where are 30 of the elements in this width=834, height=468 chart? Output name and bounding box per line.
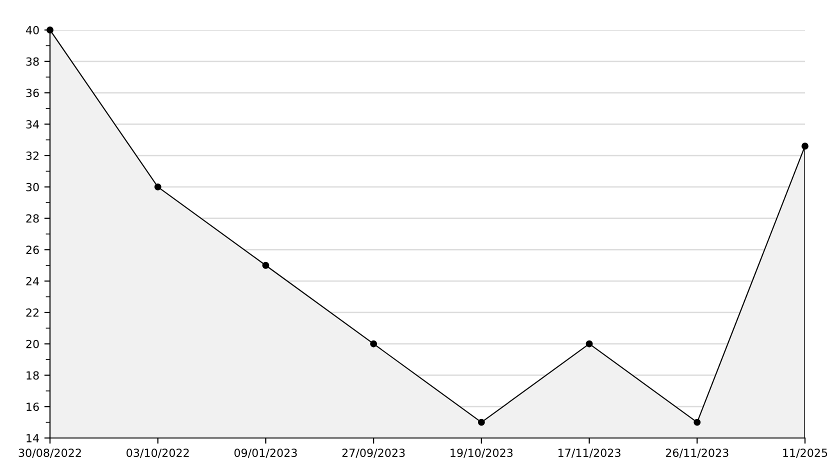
y-tick-label: 24 xyxy=(26,277,39,286)
x-tick-label: 11/2025 xyxy=(783,448,828,458)
point xyxy=(370,340,378,348)
point xyxy=(478,418,485,426)
x-tick-label: 03/10/2022 xyxy=(126,448,189,458)
point xyxy=(694,418,701,426)
y-tick-label: 32 xyxy=(26,152,38,160)
y-tick-label: 34 xyxy=(26,120,39,129)
y-tick-label: 26 xyxy=(26,246,39,254)
y-tick-label: 28 xyxy=(26,214,39,223)
point xyxy=(802,142,808,150)
x-tick-label: 19/10/2023 xyxy=(450,448,513,458)
y-tick-label: 18 xyxy=(26,371,39,380)
x-tick-label: 09/01/2023 xyxy=(234,448,297,458)
point xyxy=(46,26,54,34)
point xyxy=(586,340,593,348)
x-tick-label: 26/11/2023 xyxy=(666,448,728,458)
y-tick-label: 16 xyxy=(26,402,39,411)
y-tick-label: 36 xyxy=(26,88,39,98)
x-tick-label: 17/11/2023 xyxy=(558,448,620,458)
x-tick-label: 30/08/2022 xyxy=(18,448,81,458)
point xyxy=(154,183,162,190)
point xyxy=(262,262,270,269)
x-tick-label: 27/09/2023 xyxy=(342,448,405,458)
y-tick-label: 14 xyxy=(26,434,39,442)
y-tick-label: 30 xyxy=(26,182,39,192)
y-tick-label: 40 xyxy=(26,26,39,34)
y-tick-label: 38 xyxy=(26,57,39,66)
y-tick-label: 22 xyxy=(26,308,38,317)
y-tick-label: 20 xyxy=(26,340,39,348)
